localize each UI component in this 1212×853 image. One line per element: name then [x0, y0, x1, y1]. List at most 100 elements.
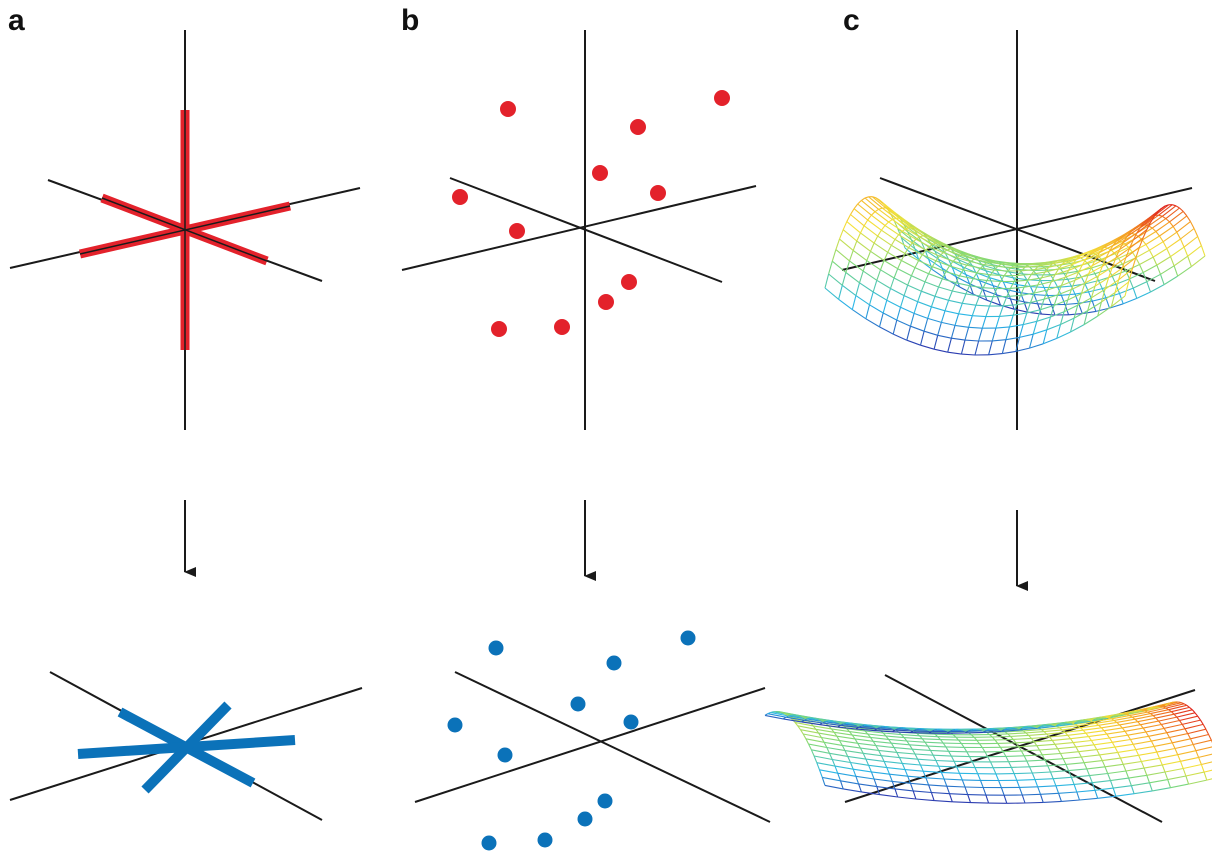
mesh-line: [1165, 707, 1169, 711]
mesh-line: [850, 208, 855, 215]
mesh-line: [935, 255, 940, 262]
mesh-line: [840, 724, 859, 728]
mesh-line: [873, 235, 879, 244]
mesh-line: [947, 351, 962, 355]
mesh-line: [962, 779, 981, 781]
mesh-line: [984, 264, 998, 268]
mesh-line: [902, 762, 921, 766]
mesh-line: [1080, 724, 1099, 729]
mesh-line: [967, 729, 971, 732]
mesh-line: [814, 717, 818, 720]
mesh-line: [781, 711, 785, 714]
mesh-line: [1106, 733, 1110, 739]
mesh-line: [1138, 237, 1144, 248]
mesh-line: [1190, 733, 1209, 740]
mesh-line: [1179, 715, 1198, 722]
mesh-line: [1033, 725, 1037, 728]
mesh-line: [815, 728, 820, 734]
mesh-line: [1109, 244, 1114, 252]
mesh-line: [883, 260, 898, 270]
mesh-line: [928, 266, 933, 274]
mesh-line: [1119, 757, 1124, 765]
mesh-line: [1046, 316, 1052, 330]
mesh-line: [841, 745, 846, 751]
mesh-line: [904, 737, 923, 740]
mesh-line: [865, 304, 871, 319]
mesh-line: [1105, 250, 1110, 259]
mesh-line: [1156, 256, 1171, 266]
mesh-line: [1130, 785, 1135, 794]
mesh-line: [1162, 706, 1167, 709]
mesh-line: [967, 794, 972, 803]
mesh-line: [1159, 226, 1174, 237]
mesh-line: [947, 338, 952, 353]
mesh-line: [1092, 717, 1111, 722]
mesh-line: [835, 720, 839, 724]
mesh-line: [1166, 248, 1171, 257]
mesh-line: [1119, 242, 1124, 250]
mesh-line: [1048, 263, 1053, 268]
mesh-line: [1139, 264, 1144, 273]
mesh-line: [834, 765, 839, 774]
mesh-line: [1115, 713, 1119, 716]
mesh-line: [1168, 704, 1187, 711]
mesh-line: [952, 257, 958, 262]
mesh-line: [841, 272, 847, 286]
mesh-line: [937, 736, 941, 740]
mesh-line: [832, 758, 851, 764]
mesh-line: [1059, 725, 1078, 729]
mesh-line: [982, 787, 987, 796]
mesh-line: [1147, 216, 1152, 220]
mesh-line: [951, 337, 966, 341]
mesh-line: [979, 743, 983, 748]
mesh-line: [813, 725, 832, 730]
mesh-line: [1145, 727, 1165, 733]
mesh-line: [890, 742, 895, 748]
mesh-line: [1001, 729, 1020, 732]
mesh-line: [927, 306, 932, 319]
mesh-line: [1008, 315, 1014, 328]
mesh-line: [1092, 247, 1098, 252]
mesh-line: [1054, 744, 1059, 749]
mesh-line: [1135, 257, 1140, 265]
mesh-line: [960, 339, 966, 355]
mesh-line: [1164, 771, 1169, 780]
mesh-line: [915, 238, 930, 247]
mesh-line: [1141, 757, 1160, 763]
mesh-line: [1040, 792, 1059, 795]
mesh-line: [1109, 303, 1124, 309]
mesh-line: [960, 728, 964, 731]
mesh-line: [1194, 712, 1199, 717]
mesh-line: [887, 726, 891, 728]
mesh-line: [853, 723, 858, 726]
mesh-line: [1142, 272, 1148, 282]
mesh-line: [962, 302, 976, 306]
axis-diagonal-1: [449, 177, 723, 283]
mesh-line: [957, 249, 962, 253]
mesh-line: [1019, 333, 1034, 338]
mesh-line: [910, 239, 916, 250]
mesh-line: [1025, 731, 1045, 734]
mesh-line: [1063, 304, 1078, 313]
mesh-line: [1043, 289, 1049, 300]
mesh-line: [1112, 270, 1127, 277]
mesh-line: [970, 261, 985, 266]
mesh-line: [1000, 275, 1005, 282]
mesh-line: [932, 754, 937, 761]
mesh-line: [834, 731, 853, 736]
mesh-line: [1135, 749, 1140, 756]
mesh-line: [1155, 231, 1160, 237]
mesh-line: [955, 276, 961, 288]
mesh-line: [1018, 787, 1023, 796]
mesh-line: [863, 752, 882, 757]
mesh-line: [1111, 257, 1127, 268]
mesh-line: [1131, 257, 1137, 270]
mesh-line: [901, 763, 906, 770]
mesh-line: [1114, 746, 1119, 753]
mesh-line: [899, 295, 905, 308]
mesh-line: [943, 243, 948, 247]
mesh-line: [987, 756, 991, 763]
mesh-line: [869, 304, 884, 314]
mesh-line: [945, 746, 965, 748]
mesh-line: [886, 299, 901, 308]
